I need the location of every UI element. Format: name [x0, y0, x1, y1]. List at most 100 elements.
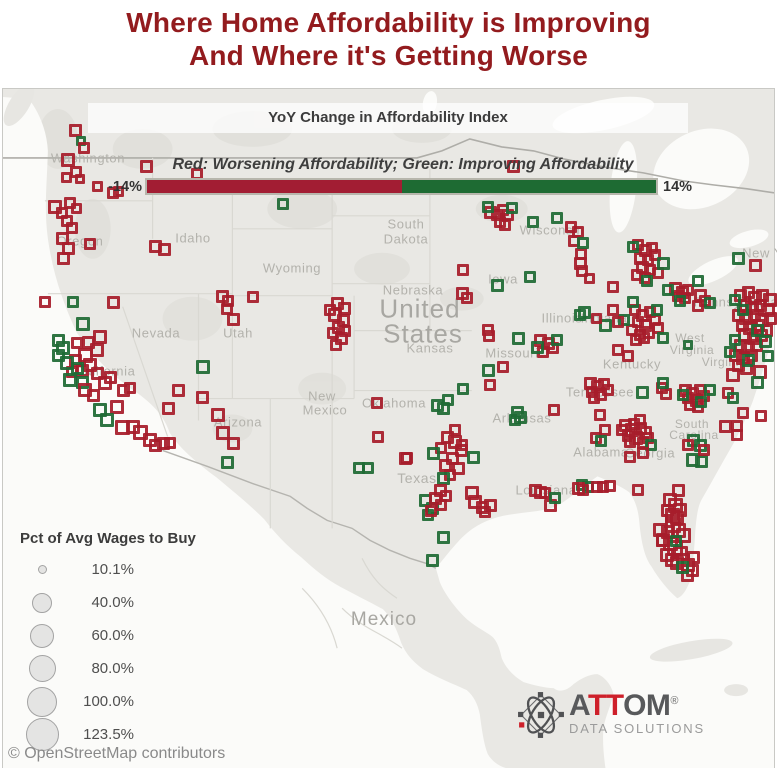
map-marker[interactable] — [662, 284, 674, 296]
map-marker[interactable] — [220, 455, 234, 469]
map-marker[interactable] — [442, 394, 454, 406]
map-marker[interactable] — [124, 382, 136, 394]
map-marker[interactable] — [157, 242, 171, 256]
map-marker[interactable] — [436, 471, 450, 485]
map-marker[interactable] — [116, 383, 130, 397]
map-marker[interactable] — [548, 404, 560, 416]
map-marker[interactable] — [61, 153, 75, 167]
map-marker[interactable] — [499, 219, 511, 231]
map-marker[interactable] — [655, 533, 669, 547]
map-marker[interactable] — [577, 237, 589, 249]
map-marker[interactable] — [164, 437, 176, 449]
map-marker[interactable] — [741, 353, 755, 367]
map-marker[interactable] — [76, 317, 90, 331]
map-marker[interactable] — [481, 363, 495, 377]
map-marker[interactable] — [598, 318, 612, 332]
map-marker[interactable] — [371, 397, 383, 409]
map-marker[interactable] — [674, 295, 686, 307]
map-marker[interactable] — [161, 401, 175, 415]
map-marker[interactable] — [196, 360, 210, 374]
map-marker[interactable] — [660, 388, 672, 400]
map-marker[interactable] — [524, 271, 536, 283]
map-marker[interactable] — [602, 384, 614, 396]
map-marker[interactable] — [362, 462, 374, 474]
map-marker[interactable] — [622, 350, 634, 362]
map-marker[interactable] — [588, 392, 600, 404]
map-marker[interactable] — [549, 492, 561, 504]
map-marker[interactable] — [509, 414, 521, 426]
map-marker[interactable] — [511, 331, 525, 345]
map-marker[interactable] — [497, 361, 509, 373]
map-marker[interactable] — [530, 340, 544, 354]
map-marker[interactable] — [100, 413, 114, 427]
map-marker[interactable] — [726, 368, 740, 382]
map-marker[interactable] — [657, 377, 669, 389]
map-marker[interactable] — [694, 454, 708, 468]
map-marker[interactable] — [573, 256, 587, 270]
map-marker[interactable] — [624, 451, 636, 463]
map-marker[interactable] — [635, 385, 649, 399]
map-marker[interactable] — [670, 535, 682, 547]
map-marker[interactable] — [39, 296, 51, 308]
map-marker[interactable] — [729, 294, 741, 306]
map-marker[interactable] — [656, 256, 670, 270]
map-marker[interactable] — [632, 484, 644, 496]
colorbar-negative-segment[interactable] — [147, 180, 402, 193]
map-marker[interactable] — [277, 198, 289, 210]
map-marker[interactable] — [148, 438, 162, 452]
map-marker[interactable] — [731, 429, 743, 441]
map-marker[interactable] — [457, 383, 469, 395]
map-marker[interactable] — [456, 439, 468, 451]
map-marker[interactable] — [632, 316, 644, 328]
map-marker[interactable] — [695, 396, 707, 408]
map-marker[interactable] — [675, 560, 689, 574]
map-marker[interactable] — [425, 553, 439, 567]
map-marker[interactable] — [465, 486, 479, 500]
map-marker[interactable] — [66, 222, 78, 234]
map-marker[interactable] — [106, 295, 120, 309]
map-marker[interactable] — [226, 312, 240, 326]
map-marker[interactable] — [436, 530, 450, 544]
map-marker[interactable] — [449, 424, 461, 436]
map-marker[interactable] — [595, 435, 607, 447]
map-marker[interactable] — [110, 400, 124, 414]
map-marker[interactable] — [226, 436, 240, 450]
map-marker[interactable] — [60, 171, 72, 183]
map-marker[interactable] — [506, 202, 518, 214]
size-legend-item[interactable]: 40.0% — [20, 586, 196, 619]
map-marker[interactable] — [75, 174, 85, 184]
map-marker[interactable] — [91, 180, 103, 192]
map-marker[interactable] — [731, 251, 745, 265]
map-marker[interactable] — [67, 296, 79, 308]
map-marker[interactable] — [63, 373, 77, 387]
map-marker[interactable] — [484, 379, 496, 391]
map-marker[interactable] — [483, 330, 495, 342]
map-marker[interactable] — [750, 323, 764, 337]
map-marker[interactable] — [551, 334, 563, 346]
map-marker[interactable] — [339, 325, 351, 337]
map-marker[interactable] — [90, 366, 104, 380]
map-marker[interactable] — [479, 506, 491, 518]
map-marker[interactable] — [451, 461, 465, 475]
map-marker[interactable] — [247, 291, 259, 303]
map-marker[interactable] — [576, 265, 588, 277]
map-marker[interactable] — [78, 142, 90, 154]
map-marker[interactable] — [594, 409, 606, 421]
map-marker[interactable] — [590, 312, 602, 324]
map-marker[interactable] — [372, 431, 384, 443]
map-marker[interactable] — [724, 346, 736, 358]
size-legend-item[interactable]: 10.1% — [20, 553, 196, 586]
map-marker[interactable] — [692, 275, 704, 287]
map-marker[interactable] — [641, 275, 653, 287]
map-marker[interactable] — [81, 335, 95, 349]
map-marker[interactable] — [677, 389, 689, 401]
map-marker[interactable] — [139, 159, 153, 173]
map-marker[interactable] — [683, 340, 693, 350]
map-marker[interactable] — [627, 296, 639, 308]
map-marker[interactable] — [93, 330, 107, 344]
map-marker[interactable] — [616, 424, 628, 436]
map-marker[interactable] — [618, 314, 630, 326]
map-marker[interactable] — [638, 332, 650, 344]
colorbar-positive-segment[interactable] — [401, 180, 656, 193]
map-marker[interactable] — [551, 212, 563, 224]
